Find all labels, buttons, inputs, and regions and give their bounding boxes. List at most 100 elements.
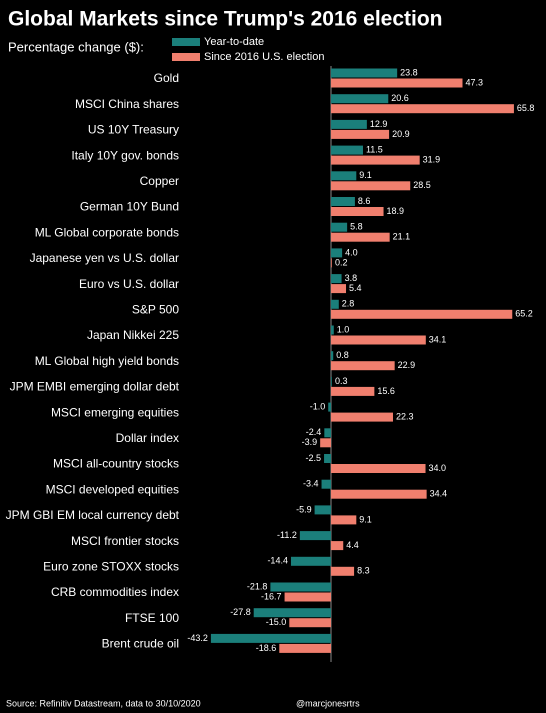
value-label: 9.1 bbox=[359, 514, 372, 524]
value-label: 20.9 bbox=[392, 129, 410, 139]
bar bbox=[331, 489, 427, 499]
bar bbox=[331, 258, 332, 268]
bar bbox=[331, 541, 344, 551]
value-label: -3.4 bbox=[303, 479, 319, 489]
category-label: German 10Y Bund bbox=[80, 200, 179, 214]
value-label: -14.4 bbox=[267, 556, 288, 566]
value-label: -2.5 bbox=[306, 453, 322, 463]
bar bbox=[331, 232, 390, 242]
value-label: 20.6 bbox=[391, 93, 409, 103]
bar bbox=[331, 386, 375, 396]
value-label: -11.2 bbox=[277, 530, 297, 540]
value-label: 4.4 bbox=[346, 540, 359, 550]
value-label: 8.6 bbox=[358, 196, 371, 206]
value-label: 65.2 bbox=[515, 309, 533, 319]
bar bbox=[331, 197, 355, 206]
value-label: 1.0 bbox=[337, 324, 350, 334]
category-label: ML Global high yield bonds bbox=[35, 354, 179, 368]
bar bbox=[331, 207, 384, 216]
source: Source: Refinitiv Datastream, data to 30… bbox=[6, 698, 201, 708]
bar bbox=[331, 104, 514, 114]
category-label: Euro vs U.S. dollar bbox=[79, 277, 179, 291]
category-label: CRB commodities index bbox=[51, 585, 179, 599]
bar bbox=[331, 181, 411, 191]
value-label: -15.0 bbox=[266, 617, 287, 627]
bar bbox=[331, 284, 347, 294]
category-label: MSCI all-country stocks bbox=[53, 457, 179, 471]
value-label: 0.8 bbox=[336, 350, 349, 360]
value-label: 8.3 bbox=[357, 566, 370, 576]
category-label: MSCI frontier stocks bbox=[71, 534, 179, 548]
legend-swatch bbox=[172, 53, 200, 61]
value-label: -16.7 bbox=[261, 591, 282, 601]
value-label: 4.0 bbox=[345, 247, 358, 257]
value-label: 0.2 bbox=[335, 257, 348, 267]
bar bbox=[331, 222, 348, 232]
bar bbox=[314, 505, 331, 515]
bar bbox=[331, 119, 367, 129]
chart-subtitle: Percentage change ($): bbox=[8, 39, 144, 54]
bar bbox=[331, 325, 334, 335]
category-label: Brent crude oil bbox=[102, 637, 179, 651]
value-label: 2.8 bbox=[342, 299, 355, 309]
bar bbox=[331, 94, 389, 104]
value-label: 11.5 bbox=[366, 144, 383, 154]
category-label: FTSE 100 bbox=[125, 611, 179, 625]
value-label: -21.8 bbox=[247, 581, 268, 591]
bar bbox=[321, 479, 331, 489]
category-label: JPM GBI EM local currency debt bbox=[6, 508, 180, 522]
value-label: 34.1 bbox=[429, 334, 447, 344]
value-label: 23.8 bbox=[400, 67, 418, 77]
value-label: 47.3 bbox=[465, 77, 483, 87]
value-label: 5.4 bbox=[349, 283, 362, 293]
category-label: Dollar index bbox=[116, 431, 179, 445]
bar bbox=[290, 556, 331, 566]
value-label: 5.8 bbox=[350, 222, 363, 232]
legend-label: Since 2016 U.S. election bbox=[204, 51, 324, 63]
bar bbox=[270, 582, 331, 592]
value-label: 0.3 bbox=[335, 376, 348, 386]
credit: @marcjonesrtrs bbox=[296, 698, 360, 708]
category-label: Copper bbox=[140, 174, 179, 188]
bar bbox=[328, 402, 331, 412]
bar bbox=[331, 376, 332, 386]
category-label: MSCI China shares bbox=[75, 97, 179, 111]
bar bbox=[331, 351, 334, 361]
value-label: 15.6 bbox=[377, 386, 395, 396]
bar bbox=[331, 145, 363, 155]
chart-title: Global Markets since Trump's 2016 electi… bbox=[8, 8, 443, 31]
bar bbox=[331, 361, 395, 371]
bar bbox=[331, 274, 342, 284]
category-label: MSCI developed equities bbox=[46, 482, 179, 496]
category-label: Gold bbox=[154, 71, 179, 85]
value-label: 34.4 bbox=[430, 489, 448, 499]
bar bbox=[331, 309, 513, 319]
bar bbox=[289, 618, 331, 628]
bar bbox=[331, 299, 339, 309]
bar bbox=[324, 428, 331, 438]
value-label: -43.2 bbox=[187, 633, 208, 643]
value-label: 31.9 bbox=[423, 154, 441, 164]
value-label: 9.1 bbox=[359, 170, 372, 180]
value-label: 12.9 bbox=[370, 119, 388, 129]
category-label: Japan Nikkei 225 bbox=[87, 328, 179, 342]
bar bbox=[331, 171, 357, 181]
value-label: 34.0 bbox=[429, 463, 447, 473]
category-label: ML Global corporate bonds bbox=[35, 225, 179, 239]
bar bbox=[253, 608, 331, 618]
value-label: 21.1 bbox=[393, 232, 411, 242]
category-label: S&P 500 bbox=[132, 302, 179, 316]
category-label: Euro zone STOXX stocks bbox=[43, 559, 179, 573]
value-label: 3.8 bbox=[345, 273, 358, 283]
value-label: -18.6 bbox=[256, 643, 277, 653]
bar bbox=[331, 335, 426, 345]
bar bbox=[210, 633, 331, 643]
value-label: -3.9 bbox=[302, 437, 318, 447]
bar bbox=[331, 464, 426, 473]
category-label: Italy 10Y gov. bonds bbox=[71, 148, 179, 162]
value-label: 18.9 bbox=[387, 206, 405, 216]
category-label: MSCI emerging equities bbox=[51, 405, 179, 419]
bar bbox=[331, 248, 343, 258]
value-label: 22.9 bbox=[398, 360, 416, 370]
